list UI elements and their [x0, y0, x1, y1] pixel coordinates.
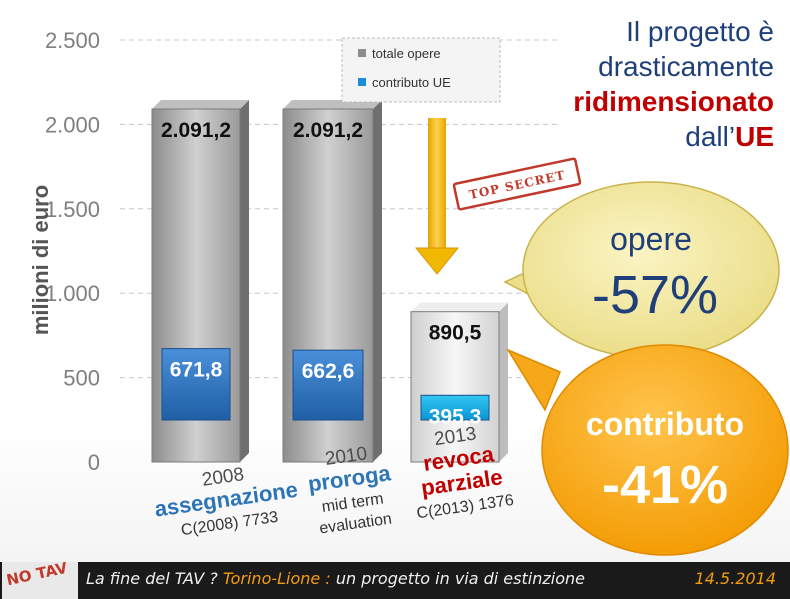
footer-date: 14.5.2014 [694, 569, 776, 588]
title-line-4-highlight: UE [735, 121, 774, 152]
bar-side-totale [240, 100, 249, 463]
bar-contributo-ue [292, 349, 364, 421]
footer-caption: La fine del TAV ? Torino-Lione : un prog… [86, 569, 585, 588]
data-label-contributo: 671,8 [170, 359, 223, 382]
title-line-4-pre: dall’ [685, 121, 736, 152]
bar-top-totale [283, 100, 382, 110]
bar-side-totale [499, 302, 508, 462]
y-tick-label: 2.500 [45, 28, 100, 53]
bar-top-totale [152, 100, 249, 110]
y-axis-ticks: 0 500 1.000 1.500 2.000 2.500 [45, 28, 100, 475]
bar-totale-opere [410, 311, 500, 463]
no-tav-logo: NO TAV [2, 559, 78, 599]
data-label-totale: 890,5 [429, 322, 482, 345]
callout-contributo-label: contributo [586, 406, 744, 442]
data-label-contributo: 662,6 [302, 360, 355, 383]
data-label-totale: 2.091,2 [293, 119, 363, 142]
callout-opere: opere -57% [503, 181, 780, 359]
top-secret-stamp: TOP SECRET [452, 157, 582, 211]
y-tick-label: 2.000 [45, 112, 100, 137]
footer-caption-part-1: La fine del TAV ? [86, 569, 218, 588]
callout-opere-label: opere [610, 221, 692, 257]
footer-caption-accent: Torino-Lione : [222, 569, 331, 588]
bars: 2.091,2 671,8 2.091,2 662,6 890,5 395,3 [151, 100, 508, 463]
legend-swatch-contributo [358, 78, 366, 86]
footer-banner: NO TAV La fine del TAV ? Torino-Lione : … [0, 559, 790, 599]
data-label-totale: 2.091,2 [161, 119, 231, 142]
data-label-contributo: 395,3 [429, 405, 482, 428]
legend-item-totale: totale opere [372, 46, 441, 61]
title-line-3: ridimensionato [573, 86, 774, 117]
callout-opere-value: -57% [592, 265, 718, 325]
title-line-4: dall’UE [444, 119, 774, 154]
title-line-2: drasticamente [598, 51, 774, 82]
legend-swatch-totale [358, 49, 366, 57]
slide-title: Il progetto è drasticamente ridimensiona… [444, 14, 774, 154]
footer-caption-part-2: un progetto in via di estinzione [335, 569, 585, 588]
y-tick-label: 1.500 [45, 197, 100, 222]
bar-contributo-ue [420, 394, 490, 421]
y-tick-label: 1.000 [45, 281, 100, 306]
y-axis-label: milioni di euro [28, 185, 53, 335]
legend: totale opere contributo UE [341, 37, 501, 103]
callout-contributo-value: -41% [602, 455, 728, 515]
bar-side-totale [373, 100, 382, 463]
bar-contributo-ue [161, 348, 231, 421]
y-tick-label: 500 [63, 366, 100, 391]
y-tick-label: 0 [88, 450, 100, 475]
title-line-1: Il progetto è [626, 16, 774, 47]
bar-top-totale [411, 302, 508, 312]
callout-contributo: contributo -41% [506, 344, 789, 556]
legend-item-contributo: contributo UE [372, 75, 451, 90]
down-arrow-icon [414, 118, 460, 275]
